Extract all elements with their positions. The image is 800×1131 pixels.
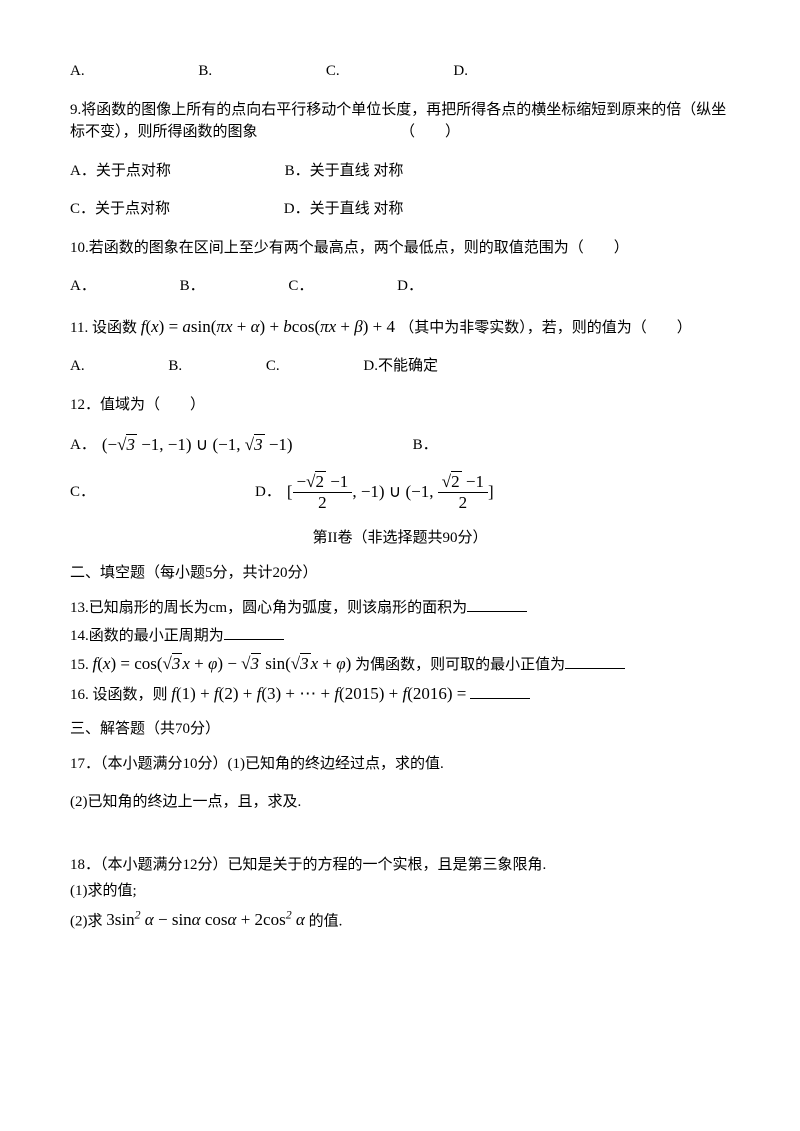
q16-formula: f(1) + f(2) + f(3) + ⋯ + f(2015) + f(201… (171, 684, 466, 703)
q10-opt-a: A． (70, 275, 96, 298)
q12-opt-a-expr: (−3 −1, −1) ∪ (−1, 3 −1) (102, 432, 293, 458)
q8-opt-d: D. (453, 60, 468, 83)
q10-options: A． B． C． D． (70, 275, 730, 298)
q8-opt-b: B. (198, 60, 212, 83)
q9-opt-d: D．关于直线 对称 (284, 198, 404, 221)
q15-blank (565, 653, 625, 669)
q18-line3: (2)求 3sin2 α − sinα cosα + 2cos2 α 的值. (70, 907, 730, 933)
q8-options: A. B. C. D. (70, 60, 730, 83)
solve-header: 三、解答题（共70分） (70, 718, 730, 741)
section2-title: 第II卷（非选择题共90分） (70, 527, 730, 550)
q11-opt-b: B. (168, 355, 182, 378)
q11-options: A. B. C. D.不能确定 (70, 355, 730, 378)
q18-line3-prefix: (2)求 (70, 913, 103, 929)
q12-row1: A． (−3 −1, −1) ∪ (−1, 3 −1) B． (70, 432, 730, 458)
q15-formula: f(x) = cos(3x + φ) − 3 sin(3x + φ) (93, 654, 352, 673)
q11-opt-a: A. (70, 355, 85, 378)
q13: 13.已知扇形的周长为cm，圆心角为弧度，则该扇形的面积为 (70, 596, 730, 620)
q11-opt-c: C. (266, 355, 280, 378)
q18-formula: 3sin2 α − sinα cosα + 2cos2 α (106, 910, 305, 929)
q9-opt-b: B．关于直线 对称 (285, 160, 404, 183)
q11: 11. 设函数 f(x) = asin(πx + α) + bcos(πx + … (70, 314, 730, 340)
q8-opt-c: C. (326, 60, 340, 83)
q15: 15. f(x) = cos(3x + φ) − 3 sin(3x + φ) 为… (70, 651, 730, 677)
q8-opt-a: A. (70, 60, 85, 83)
q12-label-c: C． (70, 481, 95, 504)
q18-line1: 18．（本小题满分12分）已知是关于的方程的一个实根，且是第三象限角. (70, 854, 730, 877)
q18-line3-suffix: 的值. (309, 913, 343, 929)
q11-prefix: 11. 设函数 (70, 320, 137, 336)
q12-opt-d-expr: [−2 −12, −1) ∪ (−1, 2 −12] (287, 472, 494, 514)
q16-blank (470, 683, 530, 699)
q12-text: 12．值域为（ ） (70, 394, 730, 417)
q16-prefix: 16. 设函数，则 (70, 687, 168, 703)
fill-header: 二、填空题（每小题5分，共计20分） (70, 562, 730, 585)
q11-suffix: （其中为非零实数），若，则的值为（ ） (399, 320, 692, 336)
q10-opt-b: B． (180, 275, 205, 298)
q12-row2: C． D． [−2 −12, −1) ∪ (−1, 2 −12] (70, 472, 730, 514)
q10-text: 10.若函数的图象在区间上至少有两个最高点，两个最低点，则的取值范围为（ ） (70, 237, 730, 260)
q11-opt-d: D.不能确定 (363, 355, 438, 378)
q14-text: 14.函数的最小正周期为 (70, 628, 224, 644)
q9-opt-a: A．关于点对称 (70, 160, 171, 183)
q18: 18．（本小题满分12分）已知是关于的方程的一个实根，且是第三象限角. (1)求… (70, 854, 730, 933)
q18-line2: (1)求的值; (70, 880, 730, 903)
fill-block: 13.已知扇形的周长为cm，圆心角为弧度，则该扇形的面积为 14.函数的最小正周… (70, 596, 730, 706)
q11-formula: f(x) = asin(πx + α) + bcos(πx + β) + 4 (141, 317, 400, 336)
q13-text: 13.已知扇形的周长为cm，圆心角为弧度，则该扇形的面积为 (70, 600, 467, 616)
q16: 16. 设函数，则 f(1) + f(2) + f(3) + ⋯ + f(201… (70, 681, 730, 707)
q12-label-b: B． (413, 434, 438, 457)
q15-suffix: 为偶函数，则可取的最小正值为 (355, 657, 565, 673)
q17-line2: (2)已知角的终边上一点，且，求及. (70, 791, 730, 814)
q10-opt-c: C． (288, 275, 313, 298)
q14-blank (224, 624, 284, 640)
q13-blank (467, 596, 527, 612)
q14: 14.函数的最小正周期为 (70, 624, 730, 648)
q9-options-row1: A．关于点对称 B．关于直线 对称 (70, 160, 730, 183)
q12-label-a: A． (70, 434, 96, 457)
q9-opt-c: C．关于点对称 (70, 198, 170, 221)
q17-line1: 17．（本小题满分10分）(1)已知角的终边经过点，求的值. (70, 753, 730, 776)
q15-prefix: 15. (70, 657, 93, 673)
q12-label-d: D． (255, 481, 281, 504)
q9-text: 9.将函数的图像上所有的点向右平行移动个单位长度，再把所得各点的横坐标缩短到原来… (70, 99, 730, 144)
q9-options-row2: C．关于点对称 D．关于直线 对称 (70, 198, 730, 221)
q10-opt-d: D． (397, 275, 423, 298)
